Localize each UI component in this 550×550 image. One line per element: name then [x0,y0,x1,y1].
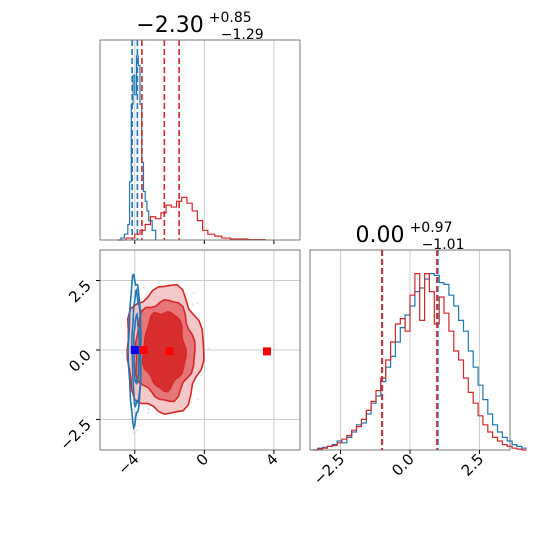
scatter-point [197,398,199,401]
histogram-series [312,250,527,451]
marker-red [165,347,174,356]
scatter-point [132,296,134,298]
title-upper: +0.97 [410,220,453,236]
marker-red [262,347,271,356]
scatter-point [147,412,149,414]
axes-frame [99,39,301,241]
top-left-histogram-panel: −2.30 +0.85 −1.29 [99,7,301,244]
scatter-point [139,404,141,407]
contour-blue [127,273,142,431]
scatter-point [145,294,147,296]
contour-series [126,273,205,431]
scatter-point [200,374,203,377]
marker-red [139,346,148,354]
scatter-point [130,421,132,424]
scatter-point [190,401,192,403]
histogram-step-blue [117,55,157,241]
scatter-point [121,351,124,353]
scatter-point [147,408,150,411]
grid [340,250,480,450]
title-lower: −1.29 [221,27,264,43]
scatter-point [143,286,145,289]
title-upper: +0.85 [209,10,252,26]
scatter-point [196,302,199,305]
scatter-point [132,408,134,411]
histogram-step-red [117,196,266,241]
scatter-point [133,432,135,434]
scatter-point [192,292,195,294]
panel-title-bottom-right: 0.00 +0.97 −1.01 [356,217,465,253]
title-lower: −1.01 [422,237,465,253]
scatter-point [208,347,210,350]
marker-blue [130,346,139,354]
histogram-step-red [312,273,527,451]
scatter-point [191,303,194,305]
title-value: 0.00 [356,223,405,248]
markers [130,346,271,356]
panel-title-top-left: −2.30 +0.85 −1.29 [136,7,263,43]
title-value: −2.30 [136,13,203,38]
grid [134,40,275,244]
scatter-point [135,429,138,432]
histogram-series [117,40,266,241]
